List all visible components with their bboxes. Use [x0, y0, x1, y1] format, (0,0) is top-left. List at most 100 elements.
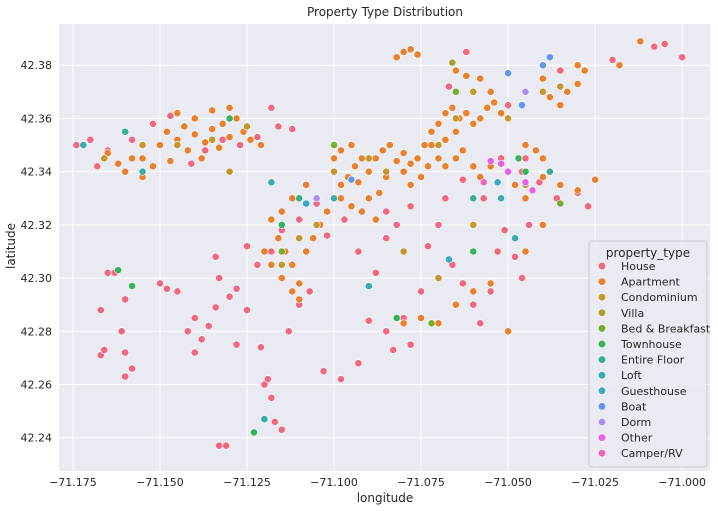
- data-point: [451, 114, 460, 123]
- data-point: [573, 186, 582, 195]
- legend-entry: Other: [621, 432, 653, 445]
- data-point: [441, 162, 450, 171]
- data-point: [128, 154, 137, 163]
- data-point: [573, 61, 582, 70]
- data-point: [246, 135, 255, 144]
- data-point: [312, 194, 321, 203]
- data-point: [497, 194, 506, 203]
- legend-entry: House: [621, 260, 656, 273]
- data-point: [295, 234, 304, 243]
- data-point: [274, 234, 283, 243]
- data-point: [128, 282, 137, 290]
- data-point: [218, 119, 227, 128]
- data-point: [267, 215, 276, 224]
- y-tick-label: 42.32: [21, 219, 53, 232]
- data-point: [208, 106, 217, 115]
- data-point: [243, 242, 251, 251]
- data-point: [295, 295, 304, 304]
- data-point: [424, 242, 432, 251]
- data-point: [183, 327, 192, 336]
- legend-title: property_type: [606, 246, 690, 260]
- data-point: [190, 314, 199, 322]
- y-tick-label: 42.24: [21, 432, 53, 445]
- data-point: [149, 162, 157, 171]
- y-tick-label: 42.34: [21, 166, 53, 179]
- data-point: [660, 40, 669, 48]
- data-point: [79, 141, 88, 149]
- series-loft: [79, 141, 519, 424]
- data-point: [538, 154, 547, 163]
- data-point: [267, 103, 276, 112]
- data-point: [211, 252, 220, 261]
- data-point: [72, 141, 81, 149]
- data-point: [382, 207, 391, 216]
- data-point: [114, 266, 123, 275]
- data-point: [364, 167, 373, 176]
- data-point: [225, 292, 234, 301]
- data-point: [521, 141, 530, 149]
- data-point: [532, 146, 540, 155]
- legend-marker: [597, 324, 607, 333]
- y-tick-label: 42.30: [21, 272, 53, 285]
- data-point: [451, 300, 460, 309]
- data-point: [302, 181, 311, 189]
- data-point: [451, 127, 460, 136]
- data-point: [312, 220, 321, 229]
- data-point: [406, 45, 415, 54]
- data-point: [545, 93, 554, 102]
- data-point: [267, 393, 276, 402]
- data-point: [284, 327, 293, 336]
- data-point: [678, 53, 687, 62]
- data-point: [451, 154, 460, 163]
- data-point: [138, 141, 147, 149]
- data-point: [347, 141, 356, 149]
- data-point: [253, 260, 262, 269]
- data-point: [166, 157, 175, 165]
- data-point: [528, 186, 537, 195]
- data-point: [469, 220, 478, 229]
- data-point: [166, 111, 175, 120]
- data-point: [413, 154, 422, 163]
- data-point: [337, 181, 345, 189]
- y-tick-label: 42.38: [21, 59, 53, 72]
- data-point: [295, 194, 304, 203]
- data-point: [511, 234, 519, 243]
- data-point: [173, 141, 182, 149]
- data-point: [215, 143, 224, 152]
- data-point: [469, 119, 478, 128]
- data-point: [525, 220, 533, 229]
- data-point: [337, 146, 345, 155]
- data-point: [225, 133, 234, 141]
- data-point: [86, 135, 95, 144]
- data-point: [382, 327, 391, 336]
- data-point: [469, 287, 478, 296]
- data-point: [121, 295, 130, 304]
- data-point: [573, 79, 582, 88]
- data-point: [451, 66, 460, 75]
- x-tick-label: −71.025: [571, 476, 619, 489]
- data-point: [479, 178, 488, 187]
- data-point: [584, 202, 593, 211]
- data-point: [406, 202, 415, 211]
- series-bed-breakfast: [277, 87, 565, 328]
- legend-entry: Dorm: [621, 416, 651, 429]
- data-point: [434, 220, 443, 229]
- data-point: [483, 103, 492, 112]
- data-point: [479, 194, 488, 203]
- data-point: [128, 364, 137, 373]
- data-point: [204, 322, 213, 330]
- data-point: [274, 122, 283, 131]
- data-point: [427, 319, 436, 328]
- series-camper-rv: [479, 178, 488, 187]
- data-point: [225, 167, 234, 176]
- data-point: [493, 178, 502, 187]
- data-point: [399, 319, 408, 328]
- data-point: [448, 58, 457, 67]
- legend-entry: Condominium: [621, 291, 698, 304]
- data-point: [591, 175, 600, 184]
- data-point: [375, 189, 384, 197]
- data-point: [138, 167, 147, 176]
- data-point: [469, 300, 478, 309]
- data-point: [208, 125, 217, 133]
